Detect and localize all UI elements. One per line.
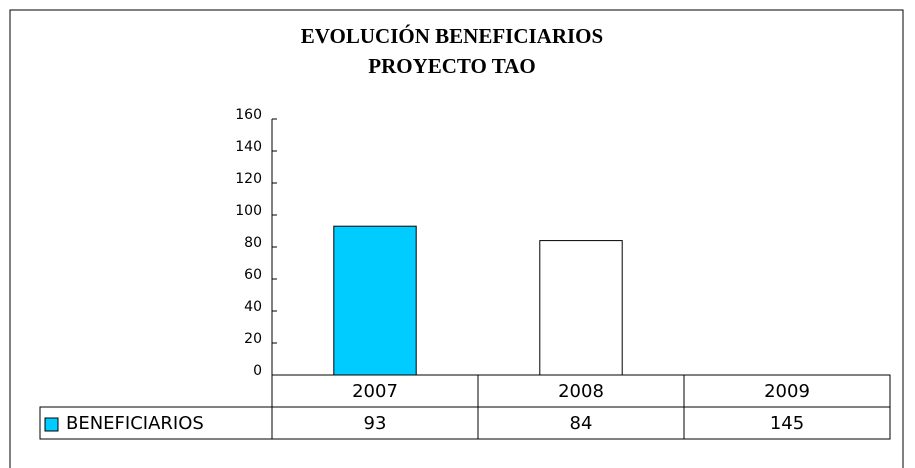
chart-title: EVOLUCIÓN BENEFICIARIOS	[301, 24, 603, 48]
y-tick-label: 0	[253, 363, 262, 379]
x-tick-label: 2007	[352, 381, 398, 402]
bar	[333, 225, 417, 376]
legend-key	[44, 417, 59, 432]
y-tick-label: 100	[235, 203, 262, 219]
y-tick-label: 160	[235, 107, 262, 123]
y-tick-label: 60	[244, 267, 262, 283]
table-value: 145	[770, 413, 804, 434]
chart-title: PROYECTO TAO	[368, 54, 535, 78]
x-tick-label: 2009	[764, 381, 810, 402]
y-tick-label: 120	[235, 171, 262, 187]
x-tick-label: 2008	[558, 381, 604, 402]
table-value: 93	[364, 413, 387, 434]
bar	[745, 142, 829, 376]
table-header	[39, 406, 273, 440]
bar	[539, 240, 623, 376]
y-tick-label: 140	[235, 139, 262, 155]
y-tick-label: 20	[244, 331, 262, 347]
y-tick-label: 40	[244, 299, 262, 315]
legend-label: BENEFICIARIOS	[66, 413, 204, 434]
chart-frame	[9, 9, 904, 468]
y-tick-label: 80	[244, 235, 262, 251]
table-value: 84	[570, 413, 593, 434]
